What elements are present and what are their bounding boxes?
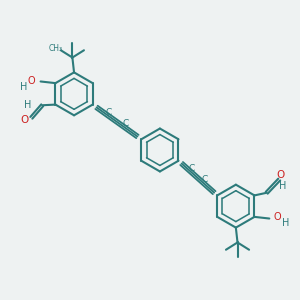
Text: O: O — [277, 170, 285, 180]
Text: O: O — [274, 212, 281, 222]
Text: C: C — [122, 119, 128, 128]
Text: O: O — [28, 76, 35, 86]
Text: H: H — [280, 181, 287, 191]
Text: C: C — [188, 164, 194, 173]
Text: O: O — [21, 115, 29, 125]
Text: CH₃: CH₃ — [49, 44, 63, 53]
Text: H: H — [282, 218, 290, 229]
Text: H: H — [24, 100, 32, 110]
Text: C: C — [106, 108, 112, 117]
Text: C: C — [201, 176, 208, 184]
Text: H: H — [20, 82, 27, 92]
